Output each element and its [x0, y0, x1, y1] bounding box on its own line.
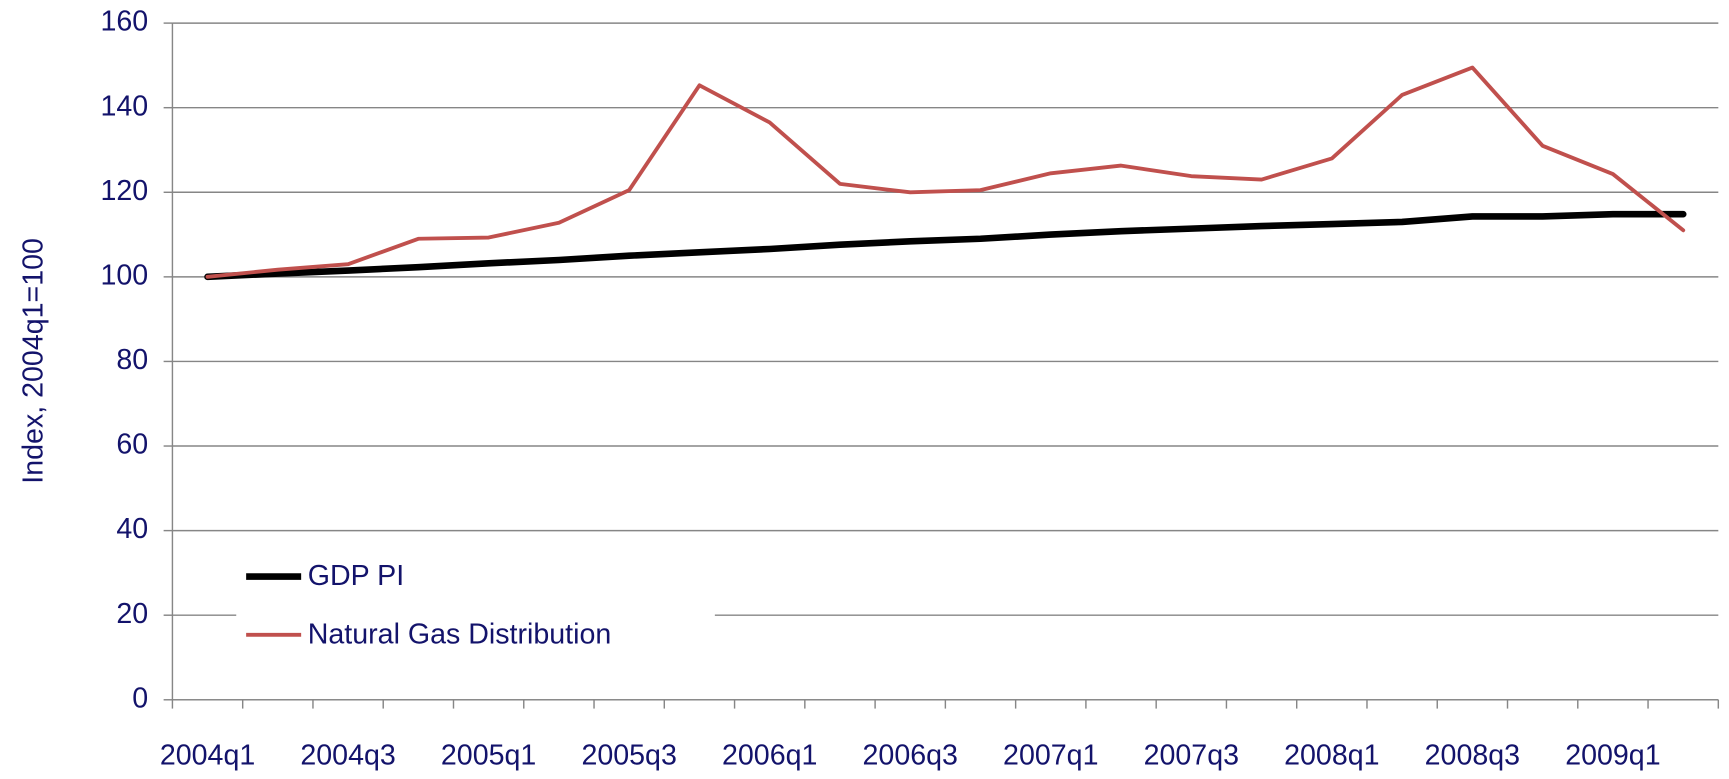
legend-box [236, 553, 715, 661]
y-tick-label: 120 [100, 175, 148, 207]
x-tick-label: 2005q1 [441, 740, 536, 772]
x-tick-label: 2008q1 [1284, 740, 1379, 772]
x-tick-label: 2008q3 [1425, 740, 1520, 772]
x-tick-label: 2004q3 [300, 740, 395, 772]
y-tick-label: 80 [116, 344, 148, 376]
y-tick-label: 40 [116, 513, 148, 545]
y-tick-label: 60 [116, 429, 148, 461]
legend-label: Natural Gas Distribution [308, 619, 612, 651]
x-tick-label: 2007q3 [1144, 740, 1239, 772]
y-tick-label: 0 [132, 682, 148, 714]
y-tick-label: 140 [100, 90, 148, 122]
x-tick-label: 2006q3 [863, 740, 958, 772]
x-tick-label: 2006q1 [722, 740, 817, 772]
series-line [205, 65, 1686, 279]
x-tick-label: 2009q1 [1565, 740, 1660, 772]
x-tick-label: 2007q1 [1003, 740, 1098, 772]
x-tick-label: 2005q3 [581, 740, 676, 772]
legend-label: GDP PI [308, 560, 404, 592]
x-tick-label: 2004q1 [160, 740, 255, 772]
y-axis-label: Index, 2004q1=100 [17, 238, 49, 484]
y-tick-label: 20 [116, 598, 148, 630]
y-tick-label: 100 [100, 259, 148, 291]
y-tick-label: 160 [100, 6, 148, 38]
series-line [204, 210, 1687, 281]
